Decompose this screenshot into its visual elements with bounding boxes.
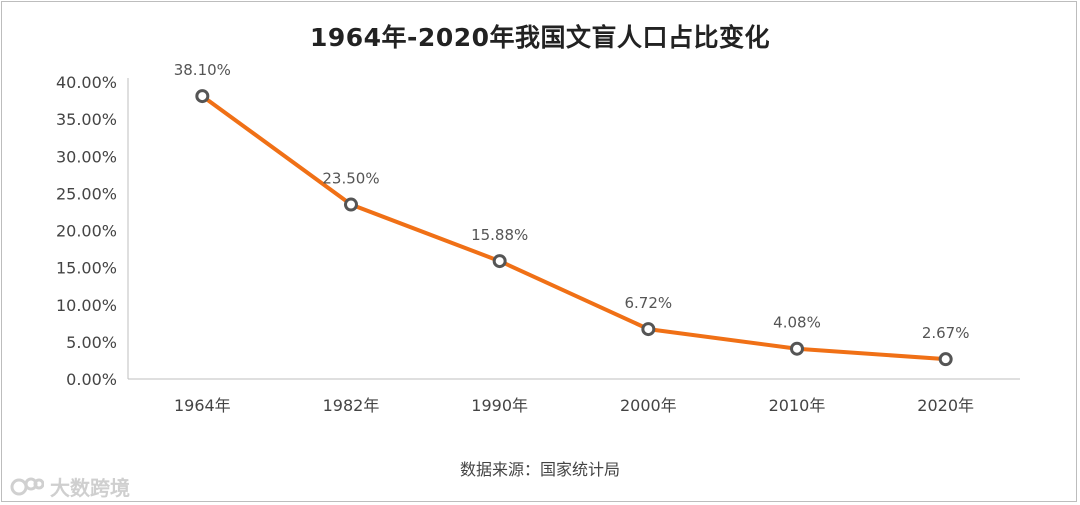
data-point xyxy=(790,341,804,356)
data-point xyxy=(195,89,210,104)
series xyxy=(195,89,953,367)
data-label: 23.50% xyxy=(322,170,379,188)
data-label: 38.10% xyxy=(174,61,231,79)
y-tick-label: 40.00% xyxy=(56,73,117,92)
data-point xyxy=(492,254,507,269)
y-tick-label: 0.00% xyxy=(66,370,117,389)
y-tick-label: 25.00% xyxy=(56,184,117,203)
watermark-text: 大数跨境 xyxy=(50,476,130,500)
y-axis-ticks: 0.00% 5.00% 10.00% 15.00% 20.00% 25.00% 30.00%… xyxy=(56,73,117,389)
x-tick-label: 2010年 xyxy=(769,396,826,415)
x-tick-label: 1990年 xyxy=(471,396,528,415)
data-label: 4.08% xyxy=(773,314,821,332)
x-tick-label: 1964年 xyxy=(174,396,231,415)
y-tick-label: 35.00% xyxy=(56,110,117,129)
chart-title: 1964年-2020年我国文盲人口占比变化 xyxy=(309,23,771,52)
y-tick-label: 10.00% xyxy=(56,296,117,315)
data-point xyxy=(938,352,953,367)
y-tick-label: 30.00% xyxy=(56,147,117,166)
data-source-note: 数据来源：国家统计局 xyxy=(459,460,620,479)
series-line xyxy=(200,94,948,362)
x-tick-label: 2000年 xyxy=(620,396,677,415)
x-axis-ticks: 1964年 1982年 1990年 2000年 2010年 2020年 xyxy=(174,396,974,415)
x-tick-label: 1982年 xyxy=(323,396,380,415)
axes xyxy=(127,78,1020,380)
data-point xyxy=(641,322,656,337)
data-labels: 38.10% 23.50% 15.88% 6.72% 4.08% 2.67% xyxy=(174,61,970,342)
data-point xyxy=(344,197,358,212)
brand-logo-icon xyxy=(10,477,44,495)
watermark: 大数跨境 xyxy=(10,472,130,501)
x-tick-label: 2020年 xyxy=(917,396,974,415)
data-label: 2.67% xyxy=(922,324,970,342)
data-label: 15.88% xyxy=(471,226,528,244)
y-tick-label: 20.00% xyxy=(56,222,117,241)
y-tick-label: 5.00% xyxy=(66,333,117,352)
y-tick-label: 15.00% xyxy=(56,259,117,278)
data-label: 6.72% xyxy=(625,294,673,312)
